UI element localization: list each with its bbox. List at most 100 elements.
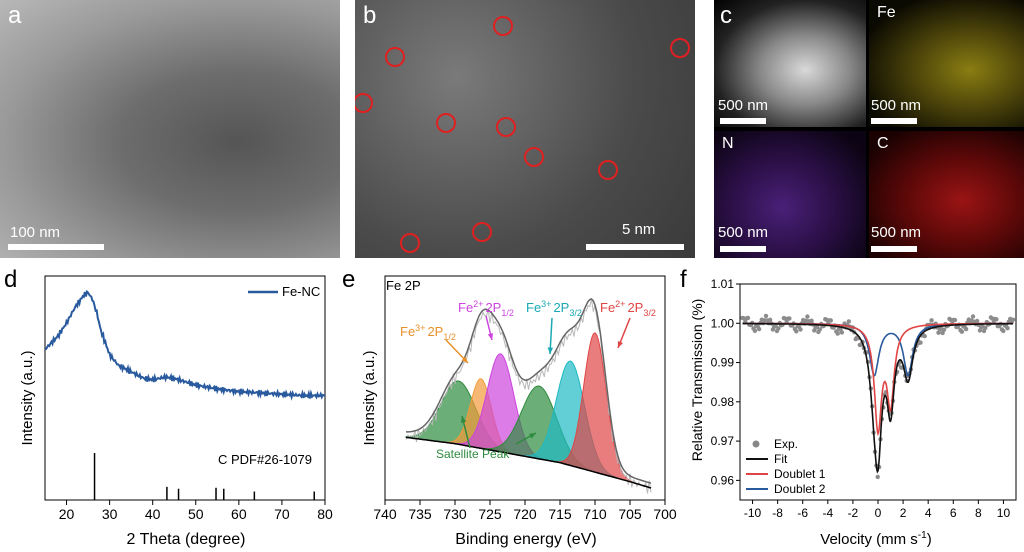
panel-letter-f: f — [680, 266, 687, 293]
mossbauer-exp-point — [776, 326, 781, 331]
mossbauer-exp-point — [763, 313, 769, 319]
mossbauer-exp-point — [846, 319, 851, 324]
mossbauer-exp-point — [745, 315, 751, 321]
mossbauer-exp-point — [994, 317, 999, 322]
mossbauer-ytick-label: 0.96 — [711, 473, 735, 487]
mossbauer-ytick-label: 1.00 — [711, 316, 735, 330]
scale-bar-c3 — [720, 246, 766, 252]
xrd-tick-label: 40 — [145, 506, 161, 522]
mossbauer-ytick-label: 0.99 — [711, 356, 735, 370]
xps-title: Fe 2P — [386, 278, 421, 293]
mossbauer-exp-point — [787, 316, 792, 321]
c-map-tile: C 500 nm — [869, 131, 1024, 258]
xps-tick-label: 710 — [583, 506, 607, 522]
mossbauer-exp-point — [805, 314, 810, 319]
xrd-tick-label: 50 — [188, 506, 204, 522]
mossbauer-exp-point — [1010, 317, 1016, 322]
xps-baseline — [405, 436, 652, 489]
xrd-tick-label: 70 — [274, 506, 290, 522]
mossbauer-exp-point — [959, 329, 965, 334]
scale-label-c4: 500 nm — [871, 224, 922, 241]
legend-label: Exp. — [774, 437, 798, 451]
xps-envelope — [406, 298, 652, 484]
mossbauer-exp-point — [756, 326, 762, 332]
satellite-peak-label: Satellite Peak — [436, 447, 510, 461]
mossbauer-exp-point — [752, 328, 758, 333]
panel-letter-b: b — [363, 2, 377, 29]
doublet-2-curve — [742, 322, 1013, 377]
mossbauer-exp-point — [1005, 326, 1010, 331]
xps-tick-label: 700 — [653, 506, 677, 522]
fe3-p12-arrow-head — [461, 356, 468, 363]
fe2-p32-arrow-head — [617, 341, 623, 348]
xrd-tick-label: 20 — [59, 506, 75, 522]
xrd-plot-area: 20 30 40 50 60 70 80 — [44, 275, 333, 522]
xrd-tick-label: 30 — [102, 506, 118, 522]
doublet-1-curve — [742, 322, 1013, 437]
xrd-ylabel: Intensity (a.u.) — [19, 350, 36, 445]
mossbauer-exp-point — [809, 318, 814, 323]
haadf-tile: c 500 nm — [714, 0, 866, 127]
element-label-n: N — [722, 135, 734, 152]
mossbauer-exp-point — [929, 318, 934, 323]
atom-markers — [355, 16, 690, 253]
legend-label: Fit — [774, 452, 788, 466]
mossbauer-ylabel: Relative Transmission (%) — [689, 299, 705, 462]
scale-bar-c2 — [871, 118, 917, 124]
scale-label-b: 5 nm — [622, 221, 656, 238]
haadf-image-panel-b: b 5 nm — [355, 0, 695, 258]
element-label-c: C — [877, 135, 889, 152]
xrd-xlabel: 2 Theta (degree) — [127, 531, 246, 548]
mossbauer-exp-point — [963, 326, 969, 332]
mossbauer-xtick-label: -10 — [744, 506, 762, 520]
mossbauer-xlabel: Velocity (mm s-1) — [820, 530, 931, 548]
mossbauer-exp-point — [970, 314, 976, 319]
mossbauer-xtick-label: 6 — [950, 506, 957, 520]
fe3-p32-label: Fe3+ 2P3/2 — [526, 299, 582, 318]
mossbauer-xtick-label: -4 — [822, 506, 833, 520]
mossbauer-exp-point — [835, 331, 840, 336]
atom-marker — [598, 160, 618, 180]
fe2-p12-arrow-head — [487, 333, 494, 340]
scale-label-c3: 500 nm — [718, 224, 769, 241]
atom-marker — [385, 47, 405, 67]
atom-marker — [493, 16, 513, 36]
xps-tick-label: 725 — [478, 506, 502, 522]
scale-bar-c4 — [871, 246, 917, 252]
satellite-arrow-2-head — [529, 433, 536, 439]
xrd-frame — [44, 275, 326, 501]
mossbauer-ytick-label: 1.01 — [711, 277, 735, 291]
xps-chart: 740 735 730 725 720 715 710 705 700 Fe 2P Intens… — [361, 275, 677, 548]
xps-tick-label: 720 — [513, 506, 537, 522]
mossbauer-xtick-label: 4 — [925, 506, 932, 520]
satellite-arrow-1-head — [460, 416, 467, 423]
mossbauer-exp-point — [875, 474, 880, 480]
mossbauer-exp-point — [1001, 328, 1006, 334]
mossbauer-exp-point — [828, 318, 833, 323]
xps-ylabel: Intensity (a.u.) — [361, 350, 378, 445]
xrd-chart: 20 30 40 50 60 70 80 Intensity (a.u.) 2 Theta … — [19, 275, 333, 548]
mossbauer-exp-point — [839, 330, 845, 335]
mossbauer-xtick-label: 2 — [900, 506, 907, 520]
xps-xlabel: Binding energy (eV) — [455, 531, 596, 548]
scale-bar-b — [586, 244, 684, 250]
scale-label-c2: 500 nm — [871, 97, 922, 114]
panel-letter-e: e — [342, 266, 356, 293]
mossbauer-exp-point — [767, 317, 773, 322]
xrd-tick-label: 80 — [317, 506, 333, 522]
xrd-pattern-line — [44, 289, 326, 401]
atom-marker — [472, 222, 492, 242]
mossbauer-ytick-label: 0.98 — [711, 395, 735, 409]
mossbauer-xtick-label: 8 — [975, 506, 982, 520]
mossbauer-exp-point — [794, 329, 799, 334]
mossbauer-exp-point — [922, 333, 927, 339]
atom-marker — [400, 233, 420, 253]
xrd-legend-label: Fe-NC — [282, 284, 320, 299]
mossbauer-exp-point — [983, 325, 988, 330]
tem-image-panel-a: a 100 nm — [0, 0, 340, 258]
scale-label-c1: 500 nm — [718, 97, 769, 114]
legend-label: Doublet 1 — [774, 467, 826, 481]
mossbauer-exp-point — [941, 327, 947, 332]
mossbauer-exp-point — [773, 323, 778, 329]
atom-marker — [524, 147, 544, 167]
